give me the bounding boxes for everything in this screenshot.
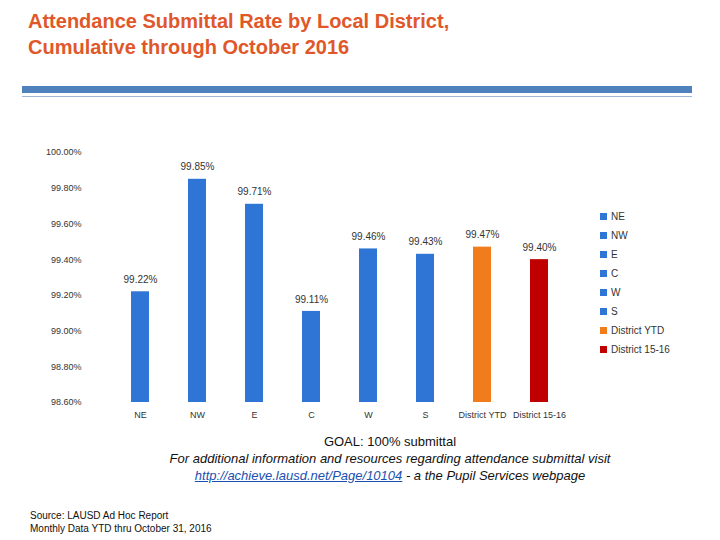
svg-text:100.00%: 100.00% [46,147,82,157]
svg-text:99.85%: 99.85% [181,161,215,172]
svg-text:99.71%: 99.71% [238,186,272,197]
svg-text:W: W [364,410,373,420]
svg-text:99.80%: 99.80% [51,183,82,193]
svg-text:99.00%: 99.00% [51,326,82,336]
svg-text:NW: NW [190,410,205,420]
svg-text:98.60%: 98.60% [51,397,82,407]
html-text:Attendance Submittal Rate by L: Attendance Submittal Rate by Local Distr… [28,10,450,58]
html-text:http://achieve.lausd.net/Page/: http://achieve.lausd.net/Page/10104 - a … [194,468,586,483]
svg-text:District 15-16: District 15-16 [513,410,566,420]
html-text:GOAL: 100% submittal: GOAL: 100% submittal [323,434,457,449]
svg-text:99.47%: 99.47% [466,229,500,240]
svg-text:99.40%: 99.40% [51,255,82,265]
svg-text:99.60%: 99.60% [51,219,82,229]
html-text:W: W [611,287,621,298]
svg-text:C: C [308,410,315,420]
svg-text:99.20%: 99.20% [51,290,82,300]
html-text:E: E [611,249,618,260]
html-text:NW: NW [611,230,628,241]
svg-text:98.80%: 98.80% [51,362,82,372]
html-text:NE: NE [611,211,625,222]
html-text:For additional information and: For additional information and resources… [169,451,611,466]
svg-text:99.11%: 99.11% [295,294,328,305]
svg-text:S: S [422,410,428,420]
html-text:Monthly Data YTD thru October: Monthly Data YTD thru October 31, 2016 [30,523,212,534]
svg-text:99.40%: 99.40% [523,242,557,253]
html-text:District YTD: District YTD [611,325,665,336]
svg-text:E: E [251,410,257,420]
html-text:C: C [611,268,619,279]
svg-text:99.46%: 99.46% [352,231,386,242]
svg-text:99.43%: 99.43% [409,236,443,247]
html-text:Source: LAUSD Ad Hoc Report: Source: LAUSD Ad Hoc Report [30,510,169,521]
html-text:S: S [611,306,618,317]
svg-text:99.22%: 99.22% [124,274,158,285]
svg-text:NE: NE [134,410,147,420]
svg-text:District YTD: District YTD [459,410,507,420]
html-text:District 15-16: District 15-16 [611,344,670,355]
